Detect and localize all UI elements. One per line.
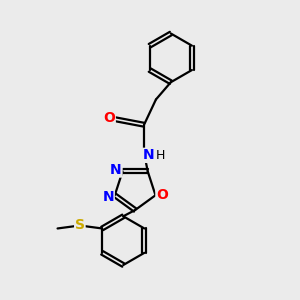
Text: N: N [110,163,122,177]
Text: S: S [75,218,85,233]
Text: H: H [156,149,165,162]
Text: N: N [102,190,114,204]
Text: N: N [143,148,154,162]
Text: O: O [156,188,168,202]
Text: O: O [103,111,115,125]
